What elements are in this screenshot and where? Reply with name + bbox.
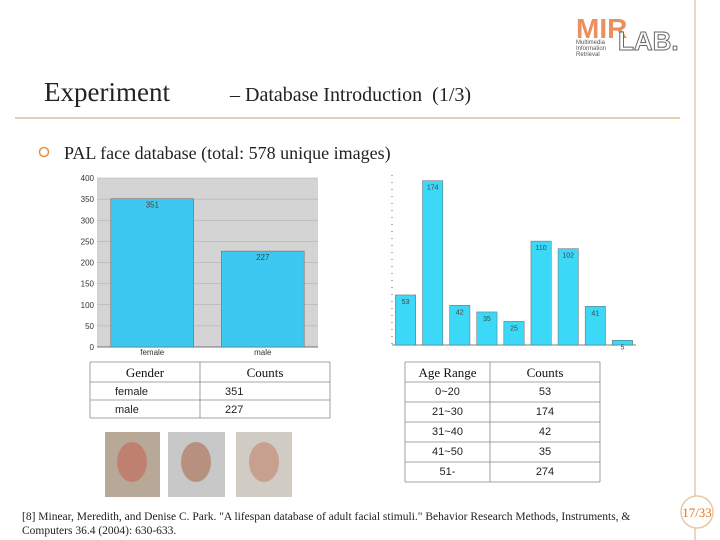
table-cell: 351 xyxy=(225,386,243,398)
bar xyxy=(221,250,305,348)
face xyxy=(249,442,279,482)
bar xyxy=(503,321,525,346)
bar xyxy=(422,180,444,346)
page-number: 17/33 xyxy=(682,505,712,520)
table-header: Gender xyxy=(126,365,165,380)
bar xyxy=(557,248,579,346)
y-tick-label: 250 xyxy=(81,237,95,246)
table-cell: 53 xyxy=(539,386,551,398)
x-tick-label: female xyxy=(140,348,165,357)
bullet-text: PAL face database (total: 578 unique ima… xyxy=(64,143,391,164)
table-cell: 274 xyxy=(536,466,554,478)
y-tick-label: 200 xyxy=(81,259,95,268)
page-badge xyxy=(680,495,714,529)
face xyxy=(117,442,147,482)
y-tick-label: 0 xyxy=(90,343,95,352)
bar xyxy=(476,311,498,346)
table-cell: 227 xyxy=(225,404,243,416)
photos xyxy=(105,432,292,497)
y-tick-label: 300 xyxy=(81,216,95,225)
value-label: 53 xyxy=(402,299,410,306)
value-label: 41 xyxy=(591,310,599,317)
table-cell: 174 xyxy=(536,406,554,418)
logo-line: Information xyxy=(576,46,606,52)
footnote: [8] Minear, Meredith, and Denise C. Park… xyxy=(22,511,630,523)
value-label: 227 xyxy=(256,253,270,262)
logo-lab: LAB. xyxy=(618,26,679,56)
y-tick-label: 400 xyxy=(81,174,95,183)
title-rest: – Database Introduction (1/3) xyxy=(229,84,471,106)
table-cell: 0~20 xyxy=(435,386,460,398)
table-cell: female xyxy=(115,386,148,398)
logo-line: Multimedia xyxy=(576,40,606,46)
y-tick-label: 150 xyxy=(81,280,95,289)
bar xyxy=(449,305,471,346)
table-cell: 41~50 xyxy=(432,446,463,458)
table-cell: 51- xyxy=(440,466,456,478)
footnote: Computers 36.4 (2004): 630-633. xyxy=(22,525,176,537)
y-tick-label: 350 xyxy=(81,195,95,204)
table-header: Counts xyxy=(247,365,284,380)
value-label: 42 xyxy=(456,309,464,316)
bar xyxy=(530,240,552,346)
x-tick-label: male xyxy=(254,348,272,357)
logo-mark: MIR xyxy=(576,13,627,44)
bullet-marker xyxy=(38,146,50,158)
table-cell: 31~40 xyxy=(432,426,463,438)
bar xyxy=(395,294,416,346)
title: Experiment xyxy=(44,77,170,107)
value-label: 174 xyxy=(427,185,439,192)
value-label: 5 xyxy=(620,344,624,351)
face xyxy=(181,442,211,482)
bar xyxy=(110,198,194,348)
y-tick-label: 100 xyxy=(81,301,95,310)
table-cell: male xyxy=(115,404,139,416)
table-cell: 42 xyxy=(539,426,551,438)
table-cell: 35 xyxy=(539,446,551,458)
bar xyxy=(584,306,606,346)
table-header: Counts xyxy=(527,365,564,380)
y-tick-label: 50 xyxy=(85,322,94,331)
bar xyxy=(612,340,633,346)
logo-line: Retrieval xyxy=(576,52,600,58)
value-label: 351 xyxy=(146,201,160,210)
value-label: 25 xyxy=(510,325,518,332)
table-cell: 21~30 xyxy=(432,406,463,418)
table-header: Age Range xyxy=(418,365,476,380)
value-label: 102 xyxy=(562,253,574,260)
value-label: 35 xyxy=(483,316,491,323)
value-label: 110 xyxy=(536,245,547,252)
